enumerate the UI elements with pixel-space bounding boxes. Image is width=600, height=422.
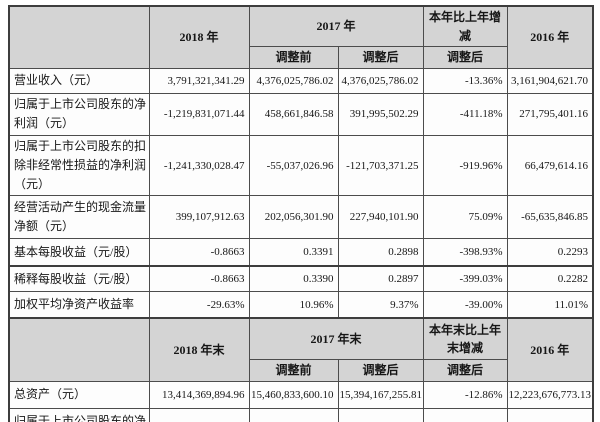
col-header-2017: 2017 年 [248,5,424,48]
subheader-adjust-after: 调整后 [337,359,424,382]
cell-2016: -65,635,846.85 [506,195,594,240]
yearend-header-row-2: 调整前 调整后 调整后 [9,359,593,382]
cell-change: -411.18% [422,92,508,136]
row-label: 基本每股收益（元/股） [8,238,150,267]
col-header-change: 本年比上年增减 [422,5,508,48]
row-label: 加权平均净资产收益率 [8,291,150,319]
cell-2018: -29.63% [148,291,250,319]
table-row: 经营活动产生的现金流量净额（元） 399,107,912.63 202,056,… [8,195,594,240]
yearend-header-row-1: 2018 年末 2017 年末 本年末比上年末增减 2016 年 [8,316,594,382]
cell-adjust-after: 227,940,101.90 [337,195,424,240]
cell-2018: 3,494,788,132.13 [148,407,250,422]
col-header-2018: 2018 年 [148,5,250,69]
cell-adjust-before: 10.96% [248,291,339,319]
table-row: 归属于上市公司股东的扣除非经常性损益的净利润（元） -1,241,330,028… [8,134,594,197]
cell-2016: 11.01% [506,291,594,319]
cell-change: 75.09% [422,195,508,240]
cell-2018: 3,791,321,341.29 [148,67,250,94]
annual-header-row-1: 2018 年 2017 年 本年比上年增减 2016 年 [8,5,594,69]
cell-2016: 2,651,628,005.96 [506,407,594,422]
cell-2016: 66,479,614.16 [506,134,594,197]
cell-change: -26.44% [422,407,508,422]
cell-change: -398.93% [422,238,508,267]
cell-change: -399.03% [422,264,508,293]
cell-adjust-after: -121,703,371.25 [337,134,424,197]
row-label: 归属于上市公司股东的净资产（元） [8,407,150,422]
cell-2016: 0.2282 [506,264,594,293]
col-header-2018-end: 2018 年末 [148,316,250,382]
corner-cell [8,316,150,382]
col-header-2017-end: 2017 年末 [248,316,424,361]
cell-adjust-after: 0.2897 [337,264,424,293]
cell-2018: -0.8663 [148,238,250,267]
row-label: 归属于上市公司股东的净利润（元） [8,92,150,136]
subheader-change-adjust-after: 调整后 [422,46,508,69]
cell-adjust-after: 4,376,025,786.02 [337,67,424,94]
row-label: 稀释每股收益（元/股） [8,264,150,293]
cell-2018: 399,107,912.63 [148,195,250,240]
col-header-2016-end: 2016 年 [506,316,594,382]
table-row: 归属于上市公司股东的净利润（元） -1,219,831,071.44 458,6… [8,92,594,136]
cell-adjust-before: 15,460,833,600.10 [248,380,339,409]
subheader-adjust-before: 调整前 [248,359,339,382]
col-header-2016: 2016 年 [506,5,594,69]
cell-adjust-after: 0.2898 [337,238,424,267]
table-row: 加权平均净资产收益率 -29.63% 10.96% 9.37% -39.00% … [8,291,594,319]
cell-adjust-after: 15,394,167,255.81 [337,380,424,409]
cell-2018: -1,219,831,071.44 [148,92,250,136]
cell-2016: 3,161,904,621.70 [506,67,594,94]
cell-change: -39.00% [422,291,508,319]
table-row: 稀释每股收益（元/股） -0.8663 0.3390 0.2897 -399.0… [8,264,594,293]
cell-adjust-before: 0.3391 [248,238,339,267]
key-financials-table: 2018 年 2017 年 本年比上年增减 2016 年 调整前 调整后 调整后… [8,5,595,422]
cell-change: -919.96% [422,134,508,197]
table-row: 归属于上市公司股东的净资产（元） 3,494,788,132.13 4,817,… [8,407,594,422]
cell-2018: 13,414,369,894.96 [148,380,250,409]
annual-header-row-2: 调整前 调整后 调整后 [9,46,593,69]
table-row: 总资产（元） 13,414,369,894.96 15,460,833,600.… [8,380,594,409]
subheader-adjust-after: 调整后 [337,46,424,69]
cell-adjust-before: 4,376,025,786.02 [248,67,339,94]
row-label: 营业收入（元） [8,67,150,94]
cell-adjust-after: 391,995,502.29 [337,92,424,136]
row-label: 总资产（元） [8,380,150,409]
cell-adjust-before: -55,037,026.96 [248,134,339,197]
row-label: 归属于上市公司股东的扣除非经常性损益的净利润（元） [8,134,150,197]
cell-adjust-before: 458,661,846.58 [248,92,339,136]
cell-2016: 271,795,401.16 [506,92,594,136]
subheader-adjust-before: 调整前 [248,46,339,69]
table-row: 营业收入（元） 3,791,321,341.29 4,376,025,786.0… [8,67,594,94]
cell-adjust-after: 4,750,910,622.58 [337,407,424,422]
cell-2016: 0.2293 [506,238,594,267]
col-header-change-end: 本年末比上年末增减 [422,316,508,361]
cell-adjust-before: 4,817,576,966.87 [248,407,339,422]
subheader-change-adjust-after: 调整后 [422,359,508,382]
table-row: 基本每股收益（元/股） -0.8663 0.3391 0.2898 -398.9… [8,238,594,267]
cell-change: -12.86% [422,380,508,409]
cell-adjust-after: 9.37% [337,291,424,319]
cell-2018: -1,241,330,028.47 [148,134,250,197]
cell-change: -13.36% [422,67,508,94]
cell-adjust-before: 202,056,301.90 [248,195,339,240]
cell-2016: 12,223,676,773.13 [506,380,594,409]
corner-cell [8,5,150,69]
cell-adjust-before: 0.3390 [248,264,339,293]
cell-2018: -0.8663 [148,264,250,293]
row-label: 经营活动产生的现金流量净额（元） [8,195,150,240]
